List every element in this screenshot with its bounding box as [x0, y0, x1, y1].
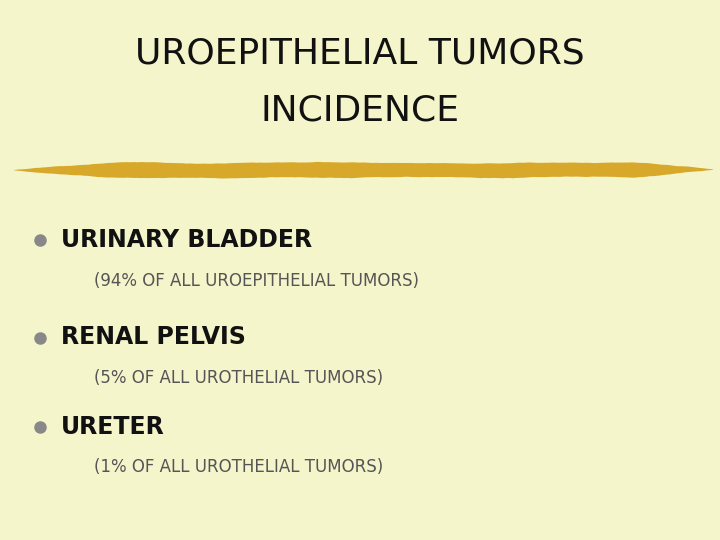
- Polygon shape: [14, 162, 713, 179]
- Text: (1% OF ALL UROTHELIAL TUMORS): (1% OF ALL UROTHELIAL TUMORS): [94, 458, 383, 476]
- Text: URETER: URETER: [61, 415, 165, 438]
- Text: RENAL PELVIS: RENAL PELVIS: [61, 326, 246, 349]
- Text: UROEPITHELIAL TUMORS: UROEPITHELIAL TUMORS: [135, 37, 585, 71]
- Text: (5% OF ALL UROTHELIAL TUMORS): (5% OF ALL UROTHELIAL TUMORS): [94, 369, 383, 387]
- Text: (94% OF ALL UROEPITHELIAL TUMORS): (94% OF ALL UROEPITHELIAL TUMORS): [94, 272, 418, 290]
- Text: INCIDENCE: INCIDENCE: [261, 94, 459, 127]
- Text: URINARY BLADDER: URINARY BLADDER: [61, 228, 312, 252]
